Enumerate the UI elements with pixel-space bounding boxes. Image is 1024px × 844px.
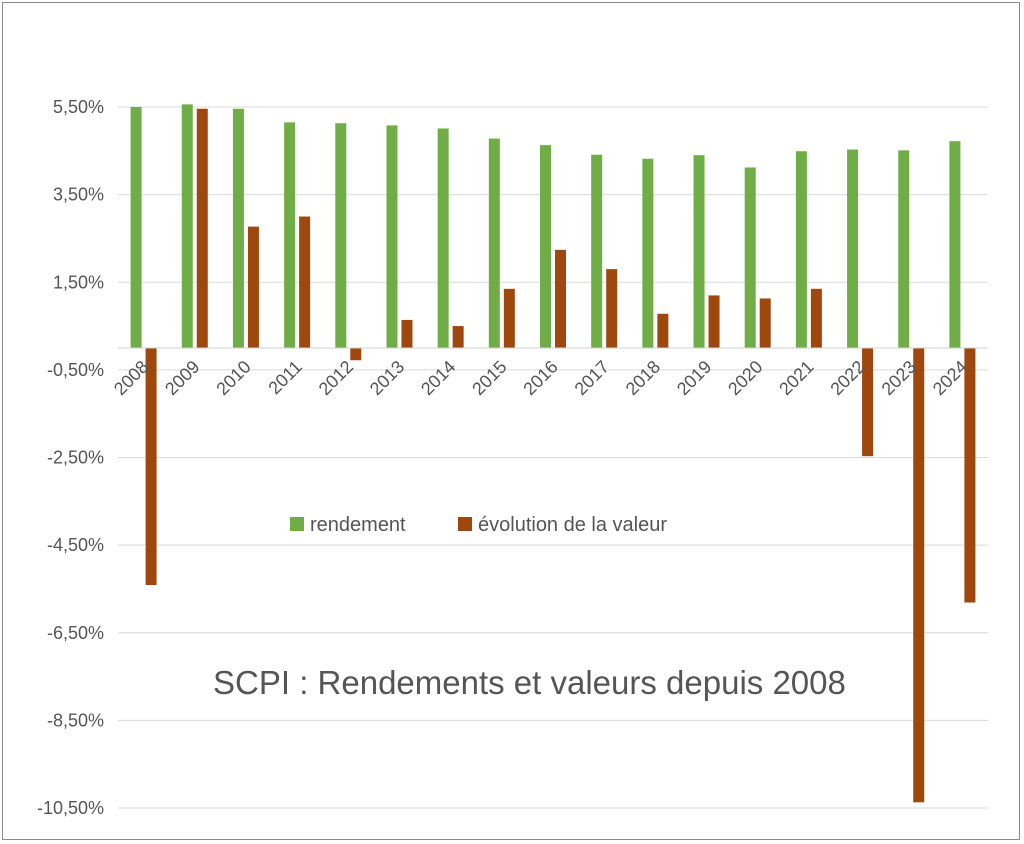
bar-evolution [862, 347, 874, 457]
bar-rendement [130, 107, 142, 348]
y-tick-label: 1,50% [53, 272, 104, 292]
bar-evolution [247, 226, 259, 348]
bar-evolution [913, 347, 925, 803]
x-tick-label: 2017 [571, 357, 613, 399]
bar-evolution [299, 216, 311, 348]
bar-rendement [386, 125, 398, 348]
legend-label-rendement: rendement [310, 514, 406, 536]
bar-rendement [540, 145, 551, 348]
bar-evolution [964, 347, 976, 603]
bar-evolution [810, 288, 822, 348]
bar-rendement [693, 155, 705, 348]
y-axis-labels: 5,50% 3,50% 1,50% -0,50% -2,50% -4,50% -6,50% -… [37, 97, 104, 818]
bar-rendement [591, 154, 603, 348]
y-tick-label: 5,50% [53, 97, 104, 117]
x-tick-label: 2015 [468, 357, 510, 399]
legend: rendement évolution de la valeur [290, 514, 667, 536]
x-tick-label: 2009 [161, 357, 203, 399]
bar-evolution [452, 326, 464, 348]
y-tick-label: -0,50% [47, 360, 104, 380]
bar-evolution [145, 347, 157, 585]
bars [130, 104, 976, 803]
y-tick-label: -8,50% [47, 710, 104, 730]
bar-evolution [759, 298, 771, 348]
chart-title: SCPI : Rendements et valeurs depuis 2008 [213, 664, 846, 701]
x-tick-label: 2020 [724, 357, 766, 399]
bar-evolution [606, 269, 618, 348]
x-tick-label: 2014 [417, 357, 459, 399]
x-tick-label: 2019 [673, 357, 715, 399]
y-tick-label: -4,50% [47, 535, 104, 555]
bar-evolution [503, 288, 515, 348]
bar-rendement [181, 104, 193, 348]
bar-rendement [847, 149, 859, 348]
bar-evolution [350, 347, 362, 361]
bar-rendement [949, 141, 961, 348]
bar-rendement [642, 158, 654, 348]
bar-rendement [437, 128, 449, 348]
y-tick-label: -10,50% [37, 798, 104, 818]
legend-swatch-rendement [290, 517, 304, 531]
y-tick-label: -2,50% [47, 448, 104, 468]
y-tick-label: -6,50% [47, 623, 104, 643]
bar-rendement [488, 138, 500, 348]
bar-evolution [196, 108, 208, 348]
x-tick-label: 2012 [315, 357, 357, 399]
bar-rendement [284, 122, 296, 348]
bar-evolution [708, 295, 720, 348]
x-tick-label: 2021 [775, 357, 817, 399]
legend-label-evolution: évolution de la valeur [478, 514, 667, 536]
x-tick-label: 2011 [264, 357, 306, 399]
bar-rendement [898, 150, 910, 348]
bar-evolution [401, 319, 413, 348]
bar-evolution [555, 249, 566, 348]
gridlines [118, 106, 988, 809]
legend-swatch-evolution [458, 517, 472, 531]
x-tick-label: 2018 [622, 357, 664, 399]
bar-evolution [657, 313, 669, 348]
x-tick-label: 2016 [519, 357, 561, 399]
bar-rendement [744, 167, 756, 348]
x-tick-label: 2010 [212, 357, 254, 399]
y-tick-label: 3,50% [53, 185, 104, 205]
x-axis-labels: 2008 2009 2010 2011 2012 2013 2014 2015 2016 2017… [110, 357, 971, 399]
x-tick-label: 2013 [366, 357, 408, 399]
bar-rendement [335, 123, 347, 348]
bar-rendement [795, 151, 807, 348]
bar-rendement [232, 108, 244, 348]
